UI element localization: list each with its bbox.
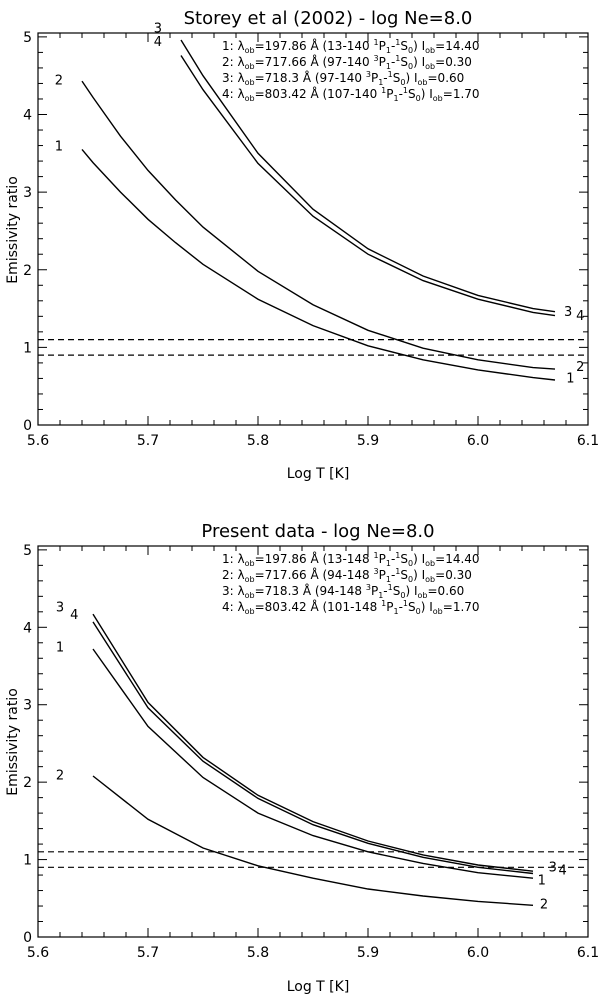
y-tick-label: 5 xyxy=(23,543,32,559)
legend-entry: 3: λob=718.3 Å (94-148 3P1-1S0) Iob=0.60 xyxy=(222,583,464,600)
y-tick-label: 2 xyxy=(23,775,32,791)
chart-1-ylabel: Emissivity ratio xyxy=(5,176,21,284)
curve-label-1: 1 xyxy=(55,140,63,155)
curve-label-2: 2 xyxy=(540,898,548,913)
legend-entry: 4: λob=803.42 Å (107-140 1P1-1S0) Iob=1.… xyxy=(222,86,480,103)
y-tick-label: 4 xyxy=(23,620,32,636)
series-group xyxy=(81,39,556,381)
chart-2-title: Present data - log Ne=8.0 xyxy=(201,521,434,542)
curve-label-2: 2 xyxy=(56,768,64,783)
y-tick-label: 2 xyxy=(23,263,32,279)
panel-1: Storey et al (2002) - log Ne=8.0 5.6 5.7 5… xyxy=(5,8,599,482)
series-line-3 xyxy=(180,39,556,313)
series-group xyxy=(92,613,534,906)
chart-2-ylabel: Emissivity ratio xyxy=(5,688,21,796)
y-tick-label: 3 xyxy=(23,698,32,714)
x-tick-label: 5.6 xyxy=(27,945,49,961)
chart-1-legend: 1: λob=197.86 Å (13-140 1P1-1S0) Iob=14.… xyxy=(222,38,480,103)
y-tick-label: 0 xyxy=(23,418,32,434)
series-line-3 xyxy=(92,613,534,872)
plot-frame xyxy=(37,32,589,426)
curve-label-1: 1 xyxy=(538,874,546,889)
curve-label-1: 1 xyxy=(56,641,64,656)
x-tick-label: 5.9 xyxy=(357,945,379,961)
y-tick-label: 3 xyxy=(23,185,32,201)
legend-entry: 4: λob=803.42 Å (101-148 1P1-1S0) Iob=1.… xyxy=(222,599,480,616)
series-line-1 xyxy=(92,648,534,879)
legend-entry: 2: λob=717.66 Å (94-148 3P1-1S0) Iob=0.3… xyxy=(222,567,472,584)
x-tick-label: 6.1 xyxy=(577,433,599,449)
x-tick-label: 6.1 xyxy=(577,945,599,961)
x-tick-label: 5.8 xyxy=(247,945,269,961)
series-line-4 xyxy=(180,55,556,317)
series-line-2 xyxy=(81,80,556,370)
curve-label-1: 1 xyxy=(566,372,574,387)
x-tick-label: 5.8 xyxy=(247,433,269,449)
curve-label-4: 4 xyxy=(70,608,78,623)
x-tick-label: 5.7 xyxy=(137,433,159,449)
curve-label-3: 3 xyxy=(154,22,162,37)
curve-label-2: 2 xyxy=(576,360,584,375)
curve-label-3: 3 xyxy=(56,600,64,615)
plot-frame xyxy=(37,545,589,938)
y-tick-label: 4 xyxy=(23,108,32,124)
x-tick-label: 6.0 xyxy=(467,945,489,961)
legend-entry: 1: λob=197.86 Å (13-140 1P1-1S0) Iob=14.… xyxy=(222,38,480,55)
legend-entry: 1: λob=197.86 Å (13-148 1P1-1S0) Iob=14.… xyxy=(222,551,480,568)
y-tick-label: 1 xyxy=(23,853,32,869)
chart-2-xlabel: Log T [K] xyxy=(287,979,350,995)
x-tick-label: 5.7 xyxy=(137,945,159,961)
x-tick-label: 5.9 xyxy=(357,433,379,449)
x-tick-label: 5.6 xyxy=(27,433,49,449)
y-tick-label: 0 xyxy=(23,930,32,946)
y-tick-label: 1 xyxy=(23,340,32,356)
curve-label-2: 2 xyxy=(55,74,63,89)
chart-2-legend: 1: λob=197.86 Å (13-148 1P1-1S0) Iob=14.… xyxy=(222,551,480,616)
series-line-2 xyxy=(92,775,534,906)
curve-label-3: 3 xyxy=(564,305,572,320)
chart-1-xlabel: Log T [K] xyxy=(287,466,350,482)
panel-2: Present data - log Ne=8.0 5.6 5.7 5.8 5.9 6.… xyxy=(5,521,599,995)
series-line-4 xyxy=(92,621,534,875)
chart-1-title: Storey et al (2002) - log Ne=8.0 xyxy=(184,8,473,29)
curve-label-4: 4 xyxy=(576,309,584,324)
y-tick-label: 5 xyxy=(23,30,32,46)
legend-entry: 3: λob=718.3 Å (97-140 3P1-1S0) Iob=0.60 xyxy=(222,70,464,87)
x-tick-label: 6.0 xyxy=(467,433,489,449)
legend-entry: 2: λob=717.66 Å (97-140 3P1-1S0) Iob=0.3… xyxy=(222,54,472,71)
curve-label-4: 4 xyxy=(154,35,162,50)
series-line-1 xyxy=(81,148,556,381)
curve-label-3: 3 xyxy=(549,861,557,876)
curve-label-4: 4 xyxy=(559,864,567,879)
